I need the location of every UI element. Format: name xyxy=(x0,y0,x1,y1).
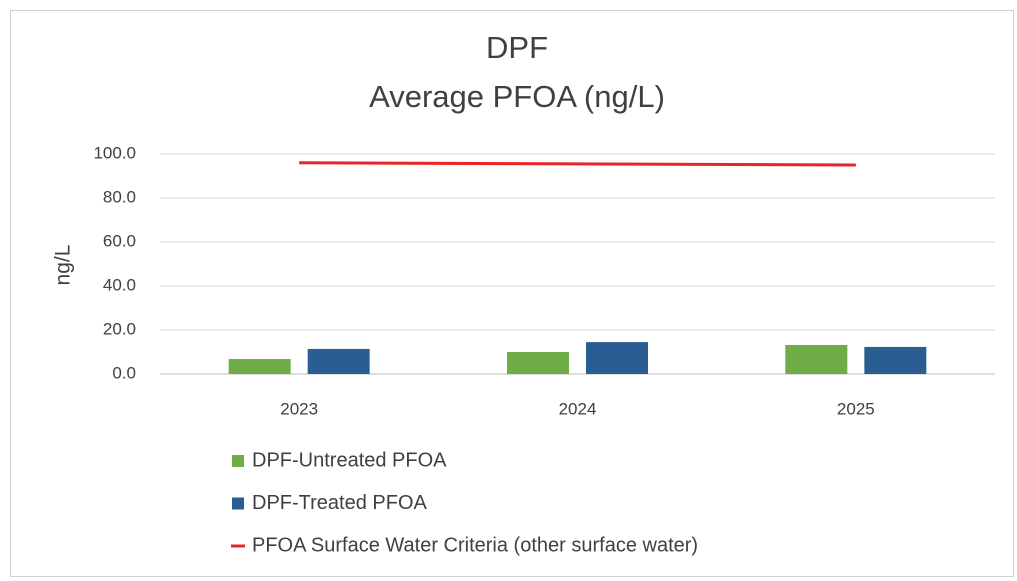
y-tick-label: 60.0 xyxy=(103,231,136,250)
y-tick-label: 20.0 xyxy=(103,319,136,338)
y-tick-label: 100.0 xyxy=(93,143,136,162)
x-tick-label: 2024 xyxy=(559,399,597,418)
legend-label: DPF-Untreated PFOA xyxy=(252,449,447,471)
y-tick-label: 0.0 xyxy=(112,363,136,382)
y-axis-label: ng/L xyxy=(52,245,75,286)
legend-label: DPF-Treated PFOA xyxy=(252,492,428,514)
bar xyxy=(864,346,927,374)
bar xyxy=(586,342,648,374)
bar xyxy=(507,352,569,374)
y-tick-label: 80.0 xyxy=(103,187,136,206)
legend-label: PFOA Surface Water Criteria (other surfa… xyxy=(252,534,698,556)
bar xyxy=(785,344,848,374)
bar xyxy=(307,348,370,374)
x-tick-label: 2023 xyxy=(280,399,318,418)
y-tick-label: 40.0 xyxy=(103,275,136,294)
legend-swatch xyxy=(232,455,244,467)
x-tick-label: 2025 xyxy=(837,399,875,418)
bar xyxy=(228,359,291,374)
chart-title: DPF xyxy=(486,30,548,65)
chart-subtitle: Average PFOA (ng/L) xyxy=(369,79,665,114)
line xyxy=(299,161,856,167)
chart-border xyxy=(10,10,1014,577)
legend-swatch xyxy=(232,497,244,510)
